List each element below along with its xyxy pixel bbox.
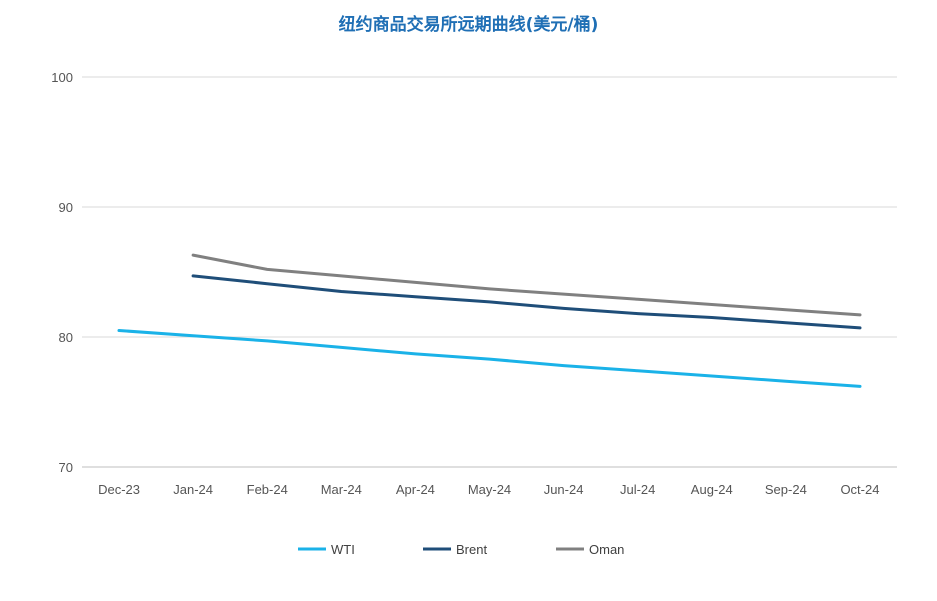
- x-tick-label: Jan-24: [173, 482, 213, 497]
- y-axis: 70 80 90 100: [51, 70, 73, 475]
- gridlines: [82, 76, 897, 338]
- x-tick-label: Apr-24: [396, 482, 435, 497]
- x-tick-label: Jun-24: [544, 482, 584, 497]
- legend-item-brent: Brent: [423, 542, 487, 557]
- y-tick-label: 90: [59, 200, 73, 215]
- x-tick-label: May-24: [468, 482, 511, 497]
- y-tick-label: 80: [59, 330, 73, 345]
- legend-label: Oman: [589, 542, 624, 557]
- x-tick-label: Aug-24: [691, 482, 733, 497]
- series-line-wti: [117, 329, 862, 388]
- series-line-brent: [191, 274, 862, 330]
- x-tick-label: Sep-24: [765, 482, 807, 497]
- series-line-oman: [191, 253, 862, 317]
- series-lines: [117, 253, 862, 388]
- x-tick-label: Dec-23: [98, 482, 140, 497]
- y-tick-label: 70: [59, 460, 73, 475]
- x-tick-label: Oct-24: [840, 482, 879, 497]
- x-tick-label: Feb-24: [247, 482, 288, 497]
- x-tick-label: Jul-24: [620, 482, 655, 497]
- legend-label: Brent: [456, 542, 487, 557]
- y-tick-label: 100: [51, 70, 73, 85]
- legend-item-wti: WTI: [298, 542, 355, 557]
- legend-label: WTI: [331, 542, 355, 557]
- legend-item-oman: Oman: [556, 542, 624, 557]
- chart-title: 纽约商品交易所远期曲线(美元/桶): [338, 15, 599, 35]
- legend: WTI Brent Oman: [298, 542, 624, 557]
- x-tick-label: Mar-24: [321, 482, 362, 497]
- x-axis-tick-labels: Dec-23 Jan-24 Feb-24 Mar-24 Apr-24 May-24 Jun-…: [98, 482, 879, 497]
